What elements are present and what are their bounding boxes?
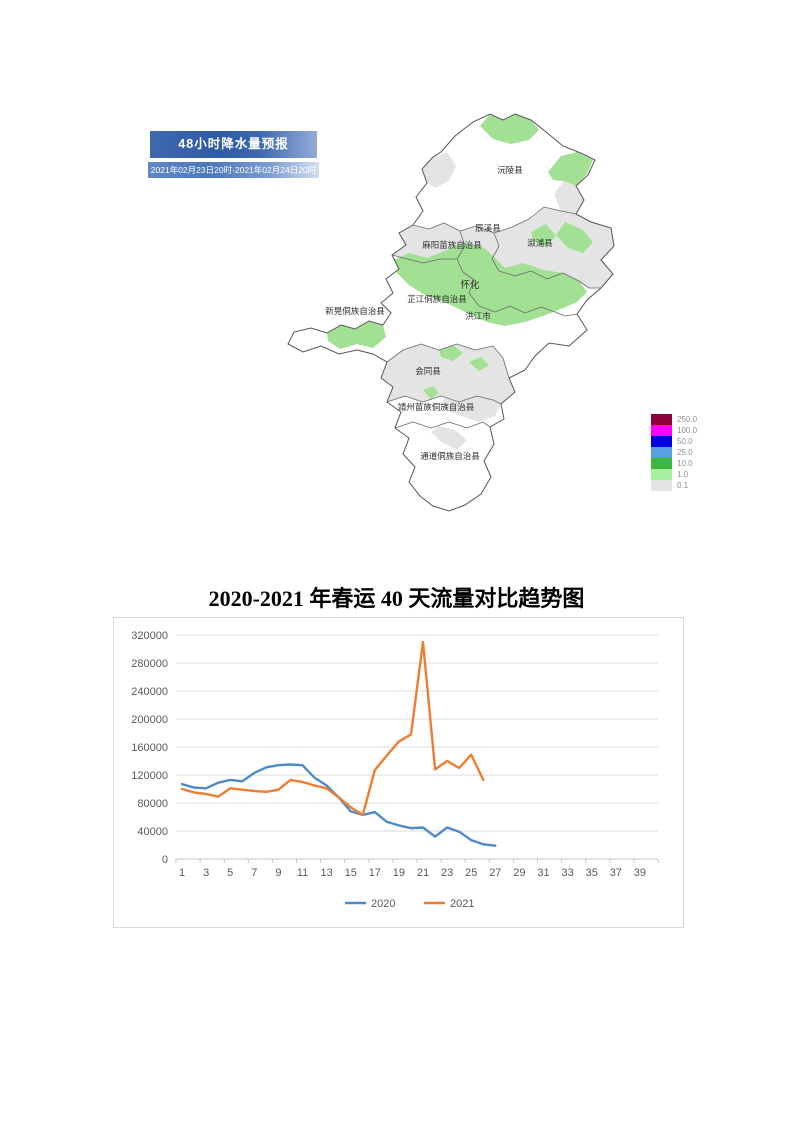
x-axis-label: 29 bbox=[513, 867, 525, 879]
x-axis-label: 33 bbox=[562, 867, 574, 879]
y-axis-label: 320000 bbox=[131, 630, 168, 642]
prefecture-outline bbox=[287, 113, 615, 512]
x-axis-label: 27 bbox=[489, 867, 501, 879]
county-label: 通道侗族自治县 bbox=[420, 451, 480, 461]
x-axis-label: 37 bbox=[610, 867, 622, 879]
legend-value: 10.0 bbox=[677, 459, 693, 468]
legend-row: 50.0 bbox=[651, 436, 697, 447]
y-axis-label: 120000 bbox=[131, 770, 168, 782]
x-axis-label: 31 bbox=[537, 867, 549, 879]
legend-swatch bbox=[651, 469, 672, 480]
y-axis-label: 240000 bbox=[131, 686, 168, 698]
legend-swatch bbox=[651, 458, 672, 469]
x-axis-label: 7 bbox=[251, 867, 257, 879]
legend-swatch bbox=[651, 447, 672, 458]
legend-row: 1.0 bbox=[651, 469, 697, 480]
legend-swatch bbox=[651, 480, 672, 491]
legend-value: 100.0 bbox=[677, 426, 698, 435]
legend-row: 25.0 bbox=[651, 447, 697, 458]
chart-title: 2020-2021 年春运 40 天流量对比趋势图 bbox=[208, 586, 585, 611]
legend-row: 250.0 bbox=[651, 414, 697, 425]
chart-legend-label: 2020 bbox=[371, 898, 395, 910]
x-axis-label: 25 bbox=[465, 867, 477, 879]
county-label: 芷江侗族自治县 bbox=[407, 294, 467, 304]
x-axis-label: 39 bbox=[634, 867, 646, 879]
county-label: 会同县 bbox=[415, 366, 441, 376]
x-axis-label: 1 bbox=[179, 867, 185, 879]
legend-value: 0.1 bbox=[677, 481, 689, 490]
y-axis-label: 200000 bbox=[131, 714, 168, 726]
map-title-banner: 48小时降水量预报 bbox=[150, 131, 317, 158]
y-axis-label: 80000 bbox=[137, 798, 168, 810]
county-label: 怀化 bbox=[460, 279, 480, 291]
county-label: 洪江市 bbox=[465, 311, 491, 321]
county-label: 溆浦县 bbox=[527, 238, 553, 248]
x-axis-label: 23 bbox=[441, 867, 453, 879]
precip-fill-patches bbox=[327, 114, 614, 450]
precip-legend: 250.0 100.0 50.0 25.0 10.0 1.0 0.1 bbox=[651, 414, 697, 491]
county-label: 麻阳苗族自治县 bbox=[422, 240, 482, 250]
y-axis-label: 40000 bbox=[137, 826, 168, 838]
legend-row: 0.1 bbox=[651, 480, 697, 491]
county-label: 新晃侗族自治县 bbox=[325, 306, 385, 316]
county-label: 辰溪县 bbox=[475, 223, 501, 233]
x-axis-label: 17 bbox=[369, 867, 381, 879]
x-axis-label: 13 bbox=[321, 867, 333, 879]
legend-row: 10.0 bbox=[651, 458, 697, 469]
prefecture-outline-fill bbox=[288, 114, 614, 511]
county-labels: 沅陵县 辰溪县 麻阳苗族自治县 溆浦县 怀化 芷江侗族自治县 新晃侗族自治县 洪… bbox=[325, 165, 553, 461]
y-axis-label: 0 bbox=[162, 854, 168, 866]
legend-swatch bbox=[651, 425, 672, 436]
y-axis-label: 160000 bbox=[131, 742, 168, 754]
x-axis-label: 15 bbox=[345, 867, 357, 879]
x-axis-label: 5 bbox=[227, 867, 233, 879]
x-axis-label: 11 bbox=[297, 867, 308, 879]
series-line-2021 bbox=[180, 640, 485, 817]
x-axis-label: 21 bbox=[417, 867, 429, 879]
legend-value: 250.0 bbox=[677, 415, 698, 424]
series-line-2020 bbox=[180, 763, 497, 847]
y-axis-label: 280000 bbox=[131, 658, 168, 670]
chart-legend-label: 2021 bbox=[450, 898, 474, 910]
legend-value: 50.0 bbox=[677, 437, 693, 446]
county-label: 沅陵县 bbox=[497, 165, 523, 175]
flow-chart-plot: 0 40000 80000 120000 160000 200000 240000 28000… bbox=[131, 630, 659, 910]
x-axis-label: 3 bbox=[203, 867, 209, 879]
legend-row: 100.0 bbox=[651, 425, 697, 436]
x-axis-label: 9 bbox=[275, 867, 281, 879]
legend-swatch bbox=[651, 436, 672, 447]
x-axis-label: 35 bbox=[586, 867, 598, 879]
legend-swatch bbox=[651, 414, 672, 425]
legend-value: 25.0 bbox=[677, 448, 693, 457]
precipitation-map: 沅陵县 辰溪县 麻阳苗族自治县 溆浦县 怀化 芷江侗族自治县 新晃侗族自治县 洪… bbox=[287, 113, 615, 512]
flow-chart: 0 40000 80000 120000 160000 200000 240000 28000… bbox=[113, 617, 684, 928]
county-label: 靖州苗族侗族自治县 bbox=[398, 402, 475, 412]
map-date-range: 2021年02月23日20时-2021年02月24日20时 bbox=[148, 162, 319, 178]
county-borders bbox=[386, 206, 601, 429]
legend-value: 1.0 bbox=[677, 470, 689, 479]
x-axis-label: 19 bbox=[393, 867, 405, 879]
